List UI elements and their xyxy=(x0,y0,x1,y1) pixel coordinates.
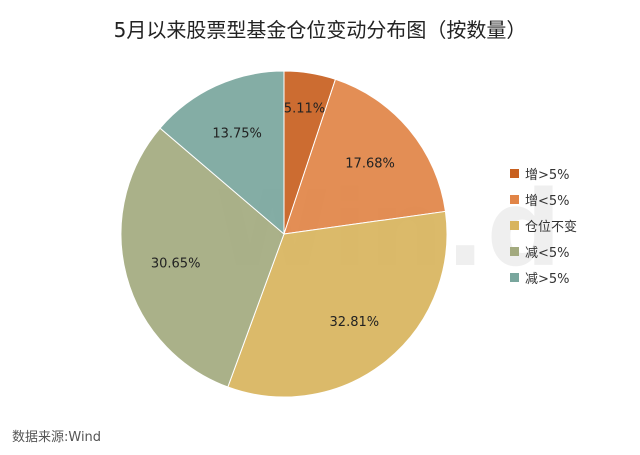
slice-value-label: 17.68% xyxy=(345,156,395,171)
slice-value-label: 5.11% xyxy=(284,102,325,117)
pie-slice-5 xyxy=(159,70,285,236)
legend-item: 增<5% xyxy=(510,186,577,212)
legend-swatch xyxy=(510,246,519,256)
legend-item: 减>5% xyxy=(510,264,577,290)
legend-swatch xyxy=(510,168,519,178)
legend-label: 减>5% xyxy=(525,271,570,287)
slice-value-label: 13.75% xyxy=(212,126,262,141)
pie-slice-3 xyxy=(227,210,448,398)
legend-item: 增>5% xyxy=(510,160,577,186)
legend-label: 减<5% xyxy=(525,245,570,261)
pie-slice-2 xyxy=(283,78,446,235)
slice-value-label: 32.81% xyxy=(330,315,380,330)
legend-item: 仓位不变 xyxy=(510,212,577,238)
legend-label: 增<5% xyxy=(525,193,570,209)
legend-swatch xyxy=(510,194,519,204)
legend-label: 仓位不变 xyxy=(525,219,578,235)
legend-item: 减<5% xyxy=(510,238,577,264)
legend-swatch xyxy=(510,272,519,282)
legend-label: 增>5% xyxy=(525,167,570,183)
legend: 增>5% 增<5% 仓位不变减<5% 减>5% xyxy=(510,160,577,290)
legend-swatch xyxy=(510,220,519,230)
data-source: 数据来源:Wind xyxy=(12,430,102,445)
chart-title: 5月以来股票型基金仓位变动分布图（按数量） xyxy=(113,18,527,42)
slice-value-label: 30.65% xyxy=(151,256,201,271)
pie-slice-4 xyxy=(120,127,285,388)
